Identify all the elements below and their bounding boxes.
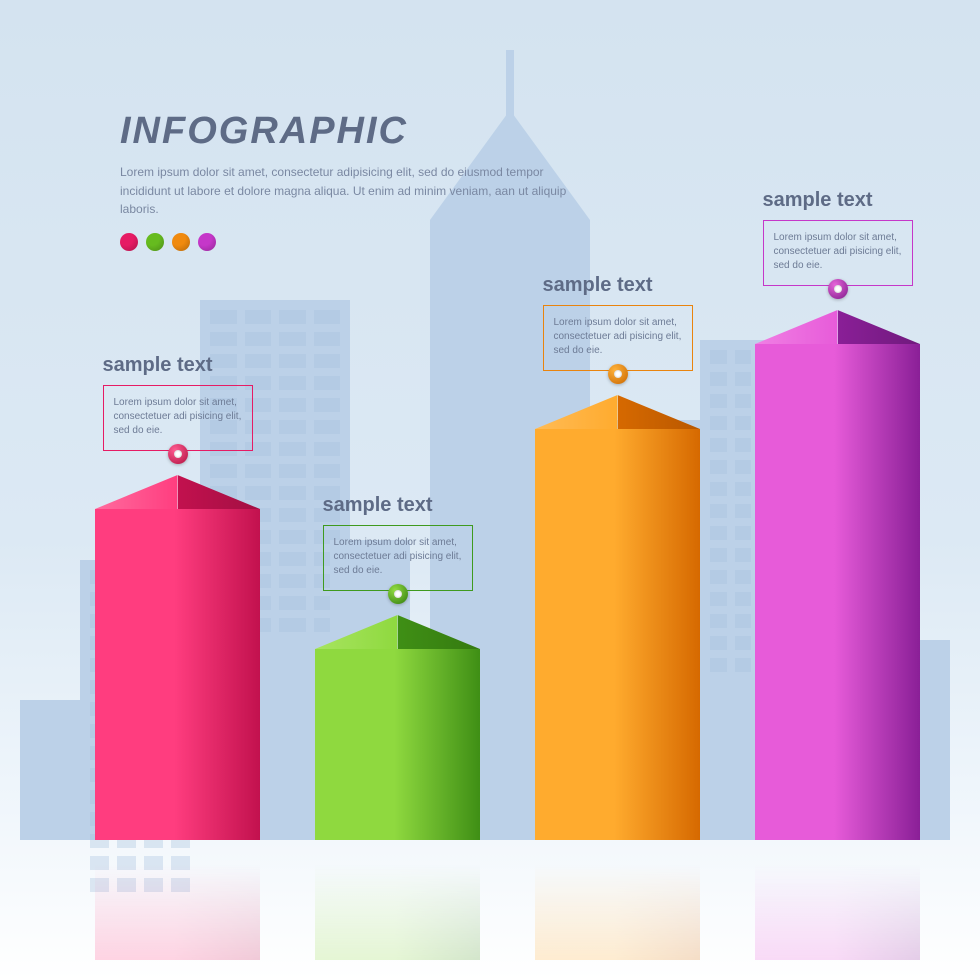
bar-1-callout: sample text Lorem ipsum dolor sit amet, c… [103, 354, 253, 451]
bar-3-callout-pin-icon [608, 364, 628, 384]
bar-3-callout-box: Lorem ipsum dolor sit amet, consectetuer… [543, 305, 693, 371]
bar-3-callout: sample text Lorem ipsum dolor sit amet, c… [543, 274, 693, 371]
bar-3 [535, 395, 700, 840]
bar-4-callout: sample text Lorem ipsum dolor sit amet, c… [763, 189, 913, 286]
bar-chart: sample text Lorem ipsum dolor sit amet, c… [0, 140, 980, 840]
bar-1 [95, 475, 260, 840]
bar-3-callout-title: sample text [543, 274, 693, 297]
bar-2-callout: sample text Lorem ipsum dolor sit amet, c… [323, 494, 473, 591]
bar-2-callout-box: Lorem ipsum dolor sit amet, consectetuer… [323, 525, 473, 591]
bar-1-callout-box: Lorem ipsum dolor sit amet, consectetuer… [103, 385, 253, 451]
bar-2-callout-pin-icon [388, 584, 408, 604]
bar-2 [315, 615, 480, 840]
bar-1-callout-pin-icon [168, 444, 188, 464]
infographic-stage: INFOGRAPHIC Lorem ipsum dolor sit amet, … [0, 0, 980, 980]
bar-4 [755, 310, 920, 840]
bar-2-callout-title: sample text [323, 494, 473, 517]
bar-4-callout-box: Lorem ipsum dolor sit amet, consectetuer… [763, 220, 913, 286]
bar-1-callout-title: sample text [103, 354, 253, 377]
bar-4-callout-pin-icon [828, 279, 848, 299]
bar-4-callout-title: sample text [763, 189, 913, 212]
